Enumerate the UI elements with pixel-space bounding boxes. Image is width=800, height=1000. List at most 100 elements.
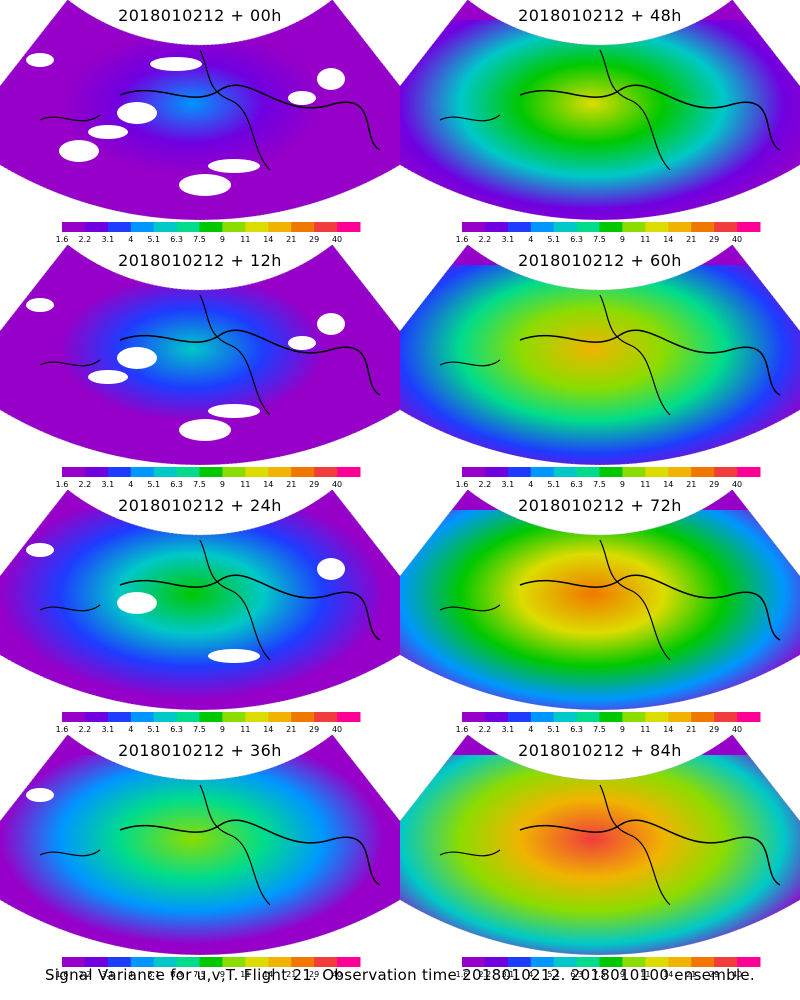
colorbar-swatch [576, 957, 601, 967]
colorbar-label: 5.1 [547, 725, 560, 734]
colorbar: 1.6 2.2 3.1 4 5.1 6.3 7.5 9 11 14 21 29 40 [456, 712, 761, 734]
colorbar-swatch [153, 222, 178, 232]
colorbar: 1.6 2.2 3.1 4 5.1 6.3 7.5 9 11 14 21 29 40 [456, 957, 761, 979]
colorbar-label: 11 [240, 970, 250, 979]
polar-map-icon [400, 0, 800, 221]
colorbar-swatch [84, 467, 109, 477]
colorbar-label: 3.1 [501, 970, 514, 979]
colorbar-swatch [84, 712, 109, 722]
colorbar-label: 2.2 [479, 480, 492, 489]
colorbar-swatch [291, 222, 315, 232]
colorbar-label: 9 [220, 480, 225, 489]
colorbar-label: 7.5 [593, 725, 606, 734]
colorbar-swatch [62, 957, 86, 967]
colorbar-swatch [599, 222, 623, 232]
colorbar-label: 4 [128, 480, 133, 489]
colorbar-swatch [130, 957, 155, 967]
colorbar-label: 3.1 [501, 235, 514, 244]
colorbar-swatch [622, 957, 646, 967]
panel-title: 2018010212 + 24h [118, 496, 282, 515]
colorbar-swatch [62, 467, 86, 477]
colorbar-swatch [668, 222, 692, 232]
colorbar-label: 14 [263, 235, 273, 244]
panel-title: 2018010212 + 60h [518, 251, 682, 270]
colorbar-label: 2.2 [479, 725, 492, 734]
colorbar-label: 21 [686, 480, 696, 489]
colorbar-label: 21 [286, 235, 296, 244]
colorbar-swatch [84, 957, 109, 967]
panel-title: 2018010212 + 72h [518, 496, 682, 515]
forecast-panel: 2018010212 + 48h 1.6 2.2 3.1 4 5.1 6.3 7.5 9 11 14… [400, 0, 800, 245]
colorbar-label: 14 [663, 480, 673, 489]
colorbar-swatch [199, 712, 223, 722]
colorbar-swatch [222, 467, 246, 477]
colorbar-label: 40 [732, 480, 742, 489]
colorbar-swatch [291, 712, 315, 722]
colorbar-label: 29 [709, 235, 719, 244]
polar-map-icon [0, 0, 400, 221]
colorbar-label: 2.2 [79, 725, 92, 734]
colorbar-label: 21 [286, 480, 296, 489]
colorbar-swatch [507, 957, 532, 967]
colorbar-label: 6.3 [570, 970, 583, 979]
colorbar-swatch [176, 222, 201, 232]
polar-map-icon [0, 490, 400, 711]
colorbar-swatch [484, 467, 509, 477]
colorbar-swatch [530, 712, 555, 722]
colorbar-label: 6.3 [170, 480, 183, 489]
colorbar-label: 3.1 [101, 725, 114, 734]
colorbar-swatch [245, 957, 269, 967]
colorbar-swatch [645, 222, 669, 232]
colorbar-swatch [153, 467, 178, 477]
colorbar-swatch [245, 467, 269, 477]
colorbar-swatch [622, 467, 646, 477]
colorbar-swatch [199, 467, 223, 477]
colorbar-label: 3.1 [501, 480, 514, 489]
colorbar-label: 40 [732, 725, 742, 734]
colorbar-swatch [507, 222, 532, 232]
colorbar-label: 40 [332, 235, 342, 244]
colorbar-swatch [176, 712, 201, 722]
colorbar-swatch [668, 712, 692, 722]
colorbar-swatch [314, 222, 338, 232]
colorbar-label: 1.6 [456, 480, 469, 489]
colorbar: 1.6 2.2 3.1 4 5.1 6.3 7.5 9 11 14 21 29 40 [456, 467, 761, 489]
colorbar-label: 1.6 [456, 725, 469, 734]
colorbar-label: 29 [309, 235, 319, 244]
colorbar-label: 3.1 [101, 235, 114, 244]
colorbar-swatch [553, 957, 578, 967]
colorbar-label: 9 [620, 235, 625, 244]
colorbar-swatch [462, 712, 486, 722]
colorbar-label: 21 [286, 725, 296, 734]
colorbar-label: 40 [332, 480, 342, 489]
colorbar-swatch [153, 712, 178, 722]
panel-title: 2018010212 + 12h [118, 251, 282, 270]
colorbar-swatch [130, 712, 155, 722]
colorbar-label: 5.1 [547, 480, 560, 489]
colorbar-label: 4 [528, 235, 533, 244]
panel-title: 2018010212 + 84h [518, 741, 682, 760]
colorbar-swatch [714, 222, 738, 232]
colorbar-swatch [462, 957, 486, 967]
panel-title: 2018010212 + 00h [118, 6, 282, 25]
colorbar-label: 29 [309, 480, 319, 489]
colorbar-label: 6.3 [570, 235, 583, 244]
colorbar-label: 11 [640, 235, 650, 244]
colorbar-swatch [553, 467, 578, 477]
panel-title: 2018010212 + 36h [118, 741, 282, 760]
colorbar-label: 4 [528, 480, 533, 489]
colorbar-label: 14 [263, 480, 273, 489]
colorbar-label: 7.5 [593, 235, 606, 244]
colorbar-swatch [668, 467, 692, 477]
colorbar-label: 21 [686, 725, 696, 734]
colorbar-swatch [714, 467, 738, 477]
colorbar-label: 9 [220, 235, 225, 244]
colorbar-label: 11 [240, 480, 250, 489]
colorbar-label: 4 [528, 725, 533, 734]
colorbar-label: 4 [528, 970, 533, 979]
colorbar-swatch [507, 467, 532, 477]
colorbar-swatch [462, 222, 486, 232]
colorbar-swatch [268, 467, 292, 477]
colorbar-label: 21 [686, 970, 696, 979]
colorbar-swatch [691, 957, 715, 967]
